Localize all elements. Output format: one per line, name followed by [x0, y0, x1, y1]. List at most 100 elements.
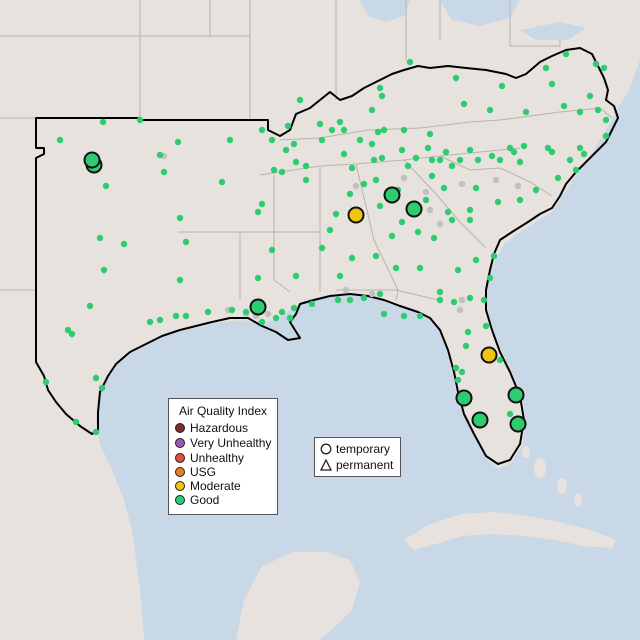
monitor-good[interactable]	[496, 356, 504, 364]
monitor-good[interactable]	[392, 264, 400, 272]
monitor-good[interactable]	[426, 130, 434, 138]
monitor-good[interactable]	[326, 226, 334, 234]
monitor-good[interactable]	[462, 342, 470, 350]
monitor-good[interactable]	[302, 162, 310, 170]
monitor-good[interactable]	[284, 122, 292, 130]
monitor-good[interactable]	[580, 150, 588, 158]
monitor-good[interactable]	[318, 244, 326, 252]
monitor-good[interactable]	[442, 148, 450, 156]
monitor-good-temporary[interactable]	[455, 389, 473, 407]
monitor-good[interactable]	[296, 96, 304, 104]
monitor-good[interactable]	[448, 162, 456, 170]
monitor-good[interactable]	[302, 176, 310, 184]
monitor-good[interactable]	[182, 312, 190, 320]
monitor-good[interactable]	[308, 300, 316, 308]
monitor-good[interactable]	[270, 166, 278, 174]
monitor-good[interactable]	[486, 274, 494, 282]
monitor-good[interactable]	[398, 218, 406, 226]
monitor-good[interactable]	[490, 252, 498, 260]
monitor-good[interactable]	[370, 156, 378, 164]
monitor-good[interactable]	[290, 140, 298, 148]
monitor-no-data[interactable]	[352, 182, 360, 190]
monitor-good[interactable]	[372, 176, 380, 184]
monitor-good[interactable]	[340, 150, 348, 158]
monitor-good[interactable]	[332, 210, 340, 218]
monitor-good[interactable]	[602, 116, 610, 124]
monitor-good[interactable]	[292, 158, 300, 166]
monitor-good[interactable]	[100, 266, 108, 274]
monitor-good[interactable]	[452, 74, 460, 82]
monitor-good[interactable]	[436, 296, 444, 304]
monitor-good[interactable]	[414, 228, 422, 236]
monitor-good[interactable]	[96, 234, 104, 242]
monitor-good[interactable]	[474, 156, 482, 164]
monitor-good[interactable]	[272, 314, 280, 322]
monitor-good[interactable]	[226, 136, 234, 144]
monitor-good[interactable]	[42, 378, 50, 386]
monitor-good[interactable]	[348, 254, 356, 262]
monitor-good-temporary[interactable]	[509, 415, 527, 433]
monitor-good[interactable]	[99, 118, 107, 126]
monitor-good[interactable]	[242, 308, 250, 316]
monitor-good[interactable]	[328, 126, 336, 134]
monitor-good[interactable]	[204, 308, 212, 316]
monitor-good[interactable]	[480, 296, 488, 304]
monitor-good[interactable]	[562, 50, 570, 58]
monitor-good[interactable]	[360, 180, 368, 188]
monitor-good[interactable]	[172, 312, 180, 320]
monitor-good[interactable]	[548, 148, 556, 156]
monitor-good[interactable]	[258, 318, 266, 326]
monitor-good[interactable]	[466, 294, 474, 302]
monitor-good[interactable]	[412, 154, 420, 162]
monitor-good[interactable]	[258, 126, 266, 134]
monitor-good[interactable]	[378, 92, 386, 100]
monitor-good[interactable]	[376, 202, 384, 210]
monitor-good-temporary[interactable]	[83, 151, 101, 169]
monitor-good[interactable]	[520, 142, 528, 150]
monitor-good[interactable]	[494, 198, 502, 206]
monitor-good[interactable]	[268, 246, 276, 254]
monitor-no-data[interactable]	[264, 310, 272, 318]
monitor-good[interactable]	[282, 146, 290, 154]
monitor-no-data[interactable]	[492, 176, 500, 184]
monitor-good[interactable]	[278, 308, 286, 316]
monitor-good-temporary[interactable]	[405, 200, 423, 218]
monitor-good[interactable]	[466, 206, 474, 214]
monitor-good[interactable]	[254, 208, 262, 216]
monitor-good[interactable]	[482, 322, 490, 330]
monitor-good[interactable]	[456, 156, 464, 164]
monitor-good[interactable]	[450, 298, 458, 306]
monitor-good[interactable]	[98, 384, 106, 392]
monitor-good[interactable]	[160, 168, 168, 176]
monitor-good[interactable]	[218, 178, 226, 186]
monitor-good[interactable]	[278, 168, 286, 176]
monitor-good[interactable]	[522, 108, 530, 116]
monitor-good-temporary[interactable]	[507, 386, 525, 404]
monitor-good[interactable]	[586, 92, 594, 100]
monitor-moderate-temporary[interactable]	[347, 206, 365, 224]
monitor-good[interactable]	[516, 158, 524, 166]
monitor-good[interactable]	[318, 136, 326, 144]
monitor-good[interactable]	[92, 428, 100, 436]
monitor-good[interactable]	[156, 316, 164, 324]
monitor-good[interactable]	[380, 126, 388, 134]
monitor-good[interactable]	[466, 216, 474, 224]
monitor-good[interactable]	[368, 106, 376, 114]
monitor-good[interactable]	[430, 234, 438, 242]
monitor-good[interactable]	[182, 238, 190, 246]
monitor-good[interactable]	[346, 296, 354, 304]
monitor-good[interactable]	[560, 102, 568, 110]
monitor-no-data[interactable]	[458, 296, 466, 304]
monitor-good[interactable]	[454, 266, 462, 274]
monitor-good[interactable]	[516, 196, 524, 204]
monitor-good[interactable]	[360, 294, 368, 302]
monitor-good[interactable]	[510, 148, 518, 156]
monitor-good[interactable]	[460, 100, 468, 108]
monitor-good[interactable]	[176, 276, 184, 284]
monitor-good[interactable]	[68, 330, 76, 338]
monitor-good[interactable]	[388, 232, 396, 240]
monitor-good[interactable]	[268, 136, 276, 144]
monitor-good-temporary[interactable]	[471, 411, 489, 429]
monitor-good[interactable]	[336, 272, 344, 280]
